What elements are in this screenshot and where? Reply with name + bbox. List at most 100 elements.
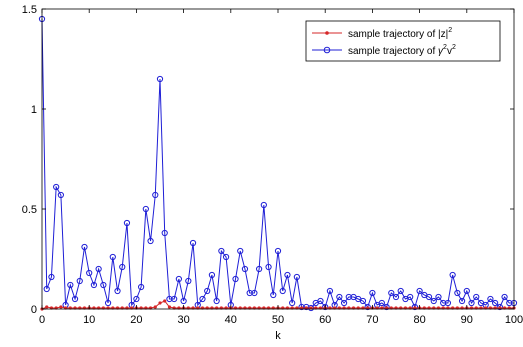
data-point — [59, 305, 63, 309]
data-point — [293, 273, 300, 281]
x-tick-label: 10 — [83, 314, 95, 326]
data-point — [123, 219, 131, 227]
data-point — [114, 287, 121, 295]
legend-entry-gamma-v-squared: sample trajectory of γ2v2 — [312, 44, 456, 57]
data-point — [336, 293, 343, 301]
y-tick-label: 0.5 — [22, 204, 37, 216]
legend-label-superscript: 2 — [452, 44, 456, 51]
data-point — [48, 273, 55, 281]
data-point — [458, 297, 466, 305]
data-point — [158, 301, 162, 305]
data-point — [161, 229, 168, 237]
data-point — [274, 247, 282, 255]
data-point — [222, 253, 230, 261]
data-point — [199, 295, 206, 303]
legend-label-text: sample trajectory of |z| — [348, 29, 448, 40]
data-point — [279, 287, 286, 295]
legend-label-text: sample trajectory of — [348, 46, 438, 57]
legend-label-gamma: γ — [438, 46, 444, 57]
data-point — [241, 265, 249, 273]
data-point — [45, 305, 49, 309]
y-tick-label: 1.5 — [22, 4, 37, 16]
data-point — [251, 289, 258, 297]
data-point — [359, 297, 367, 305]
data-point — [142, 205, 149, 213]
data-point — [133, 295, 140, 303]
data-point — [213, 297, 220, 305]
data-point — [256, 265, 263, 273]
data-point — [496, 303, 503, 311]
data-point — [185, 277, 192, 285]
data-point — [265, 263, 272, 271]
data-point — [270, 291, 277, 299]
data-point — [156, 75, 164, 83]
series-line — [41, 18, 514, 309]
axes-layer: 0 10 20 30 40 50 60 70 80 90 100 0 0.5 1 1.5 — [22, 4, 523, 326]
x-tick-label: 80 — [413, 314, 425, 326]
data-point — [492, 299, 499, 307]
data-point — [444, 299, 452, 307]
y-tick-label: 1 — [31, 104, 37, 116]
data-point — [289, 299, 296, 307]
x-axis-label: k — [275, 330, 281, 342]
data-point — [430, 297, 437, 305]
y-tick-label: 0 — [31, 304, 37, 316]
data-point — [153, 305, 157, 309]
data-point — [90, 281, 98, 289]
data-point — [416, 287, 423, 295]
data-point — [317, 297, 324, 305]
legend-label: sample trajectory of γ2v2 — [348, 44, 456, 57]
data-point — [487, 295, 494, 303]
data-point — [95, 265, 102, 273]
data-point — [232, 275, 239, 283]
data-point — [171, 295, 178, 303]
data-point — [204, 287, 211, 295]
legend-entry-z-squared: sample trajectory of |z|2 — [312, 27, 452, 40]
legend-label: sample trajectory of |z|2 — [348, 27, 452, 40]
data-point — [449, 271, 456, 279]
data-point — [100, 281, 107, 289]
data-point — [152, 191, 159, 199]
data-point — [218, 247, 225, 255]
data-point — [175, 275, 182, 283]
data-point — [76, 277, 83, 285]
legend-marker — [323, 46, 331, 54]
data-point — [322, 303, 329, 311]
x-tick-label: 20 — [130, 314, 142, 326]
x-tick-label: 40 — [225, 314, 237, 326]
data-point — [392, 293, 400, 301]
legend-box — [305, 20, 501, 62]
data-point — [67, 281, 74, 289]
data-point — [208, 271, 216, 279]
data-point — [86, 269, 93, 277]
x-tick-label: 60 — [319, 314, 331, 326]
data-point — [407, 293, 414, 301]
data-point — [109, 253, 116, 261]
data-point — [43, 285, 50, 293]
data-point — [163, 299, 167, 303]
legend-label-v: v — [447, 46, 452, 57]
x-tick-label: 50 — [272, 314, 284, 326]
data-point — [237, 247, 244, 255]
data-point — [388, 289, 395, 297]
data-point — [104, 299, 112, 307]
data-point — [340, 299, 348, 307]
data-point — [383, 303, 390, 311]
data-point — [326, 287, 334, 295]
data-point — [411, 303, 418, 311]
data-point — [454, 289, 461, 297]
legend-label-superscript: 2 — [443, 44, 447, 51]
series-gamma-v-squared — [38, 15, 518, 312]
data-point — [397, 287, 404, 295]
data-point — [284, 271, 291, 279]
x-tick-label: 90 — [461, 314, 473, 326]
legend-label-superscript: 2 — [448, 27, 452, 34]
data-point — [435, 293, 442, 301]
data-point — [71, 295, 79, 303]
data-point — [138, 283, 145, 291]
data-point — [468, 299, 475, 307]
data-point — [364, 303, 371, 311]
data-point — [147, 237, 154, 245]
